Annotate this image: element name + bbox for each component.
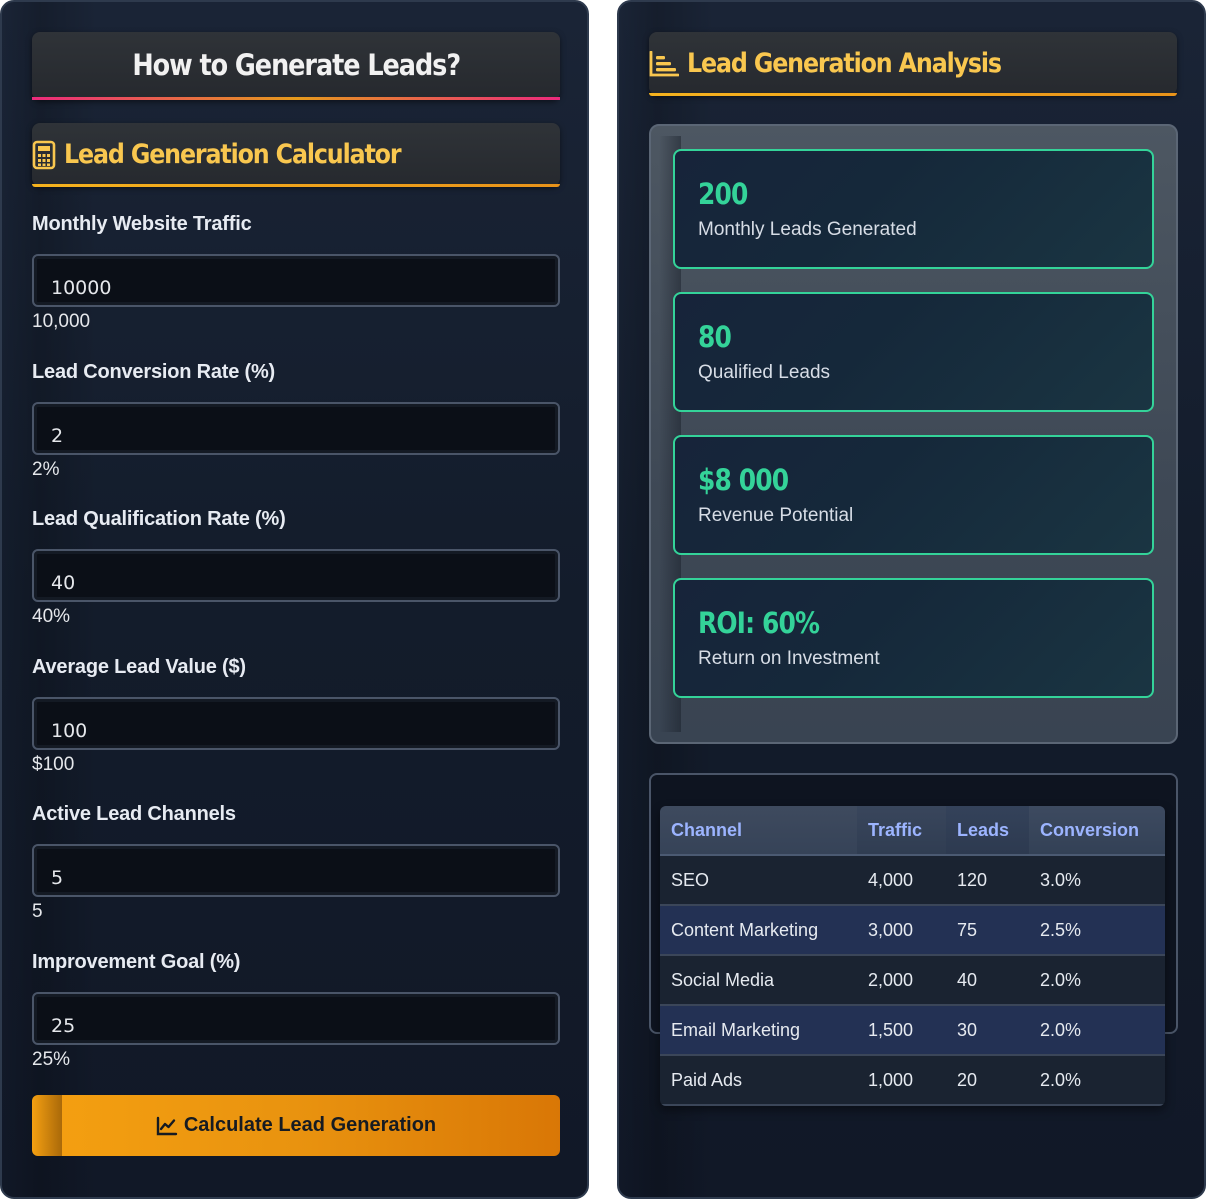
- cell-channel: Content Marketing: [660, 905, 857, 956]
- main-title-box: How to Generate Leads?: [32, 32, 560, 100]
- cell-conversion: 2.0%: [1029, 1005, 1165, 1056]
- channel-table: Channel Traffic Leads Conversion SEO 4,0…: [660, 806, 1165, 1106]
- monthly-leads-card: 200 Monthly Leads Generated: [673, 149, 1154, 269]
- table-header-row: Channel Traffic Leads Conversion: [660, 806, 1165, 856]
- results-container: 200 Monthly Leads Generated 80 Qualified…: [649, 124, 1178, 744]
- cell-leads: 75: [946, 905, 1029, 956]
- cell-traffic: 3,000: [857, 905, 946, 956]
- revenue-potential-card: $8 000 Revenue Potential: [673, 435, 1154, 555]
- cell-traffic: 1,500: [857, 1005, 946, 1056]
- revenue-potential-value: $8 000: [698, 463, 789, 497]
- calculator-title: Lead Generation Calculator: [64, 139, 402, 170]
- qualification-rate-label: Lead Qualification Rate (%): [32, 508, 286, 530]
- lead-value-field: Average Lead Value ($) $100: [32, 653, 560, 780]
- cell-leads: 120: [946, 855, 1029, 906]
- table-row: Content Marketing 3,000 75 2.5%: [660, 905, 1165, 956]
- improvement-goal-hint: 25%: [32, 1049, 71, 1070]
- channels-label: Active Lead Channels: [32, 803, 236, 825]
- calculator-panel: How to Generate Leads? Lead Generation C…: [0, 0, 589, 1199]
- table-row: Email Marketing 1,500 30 2.0%: [660, 1005, 1165, 1056]
- cell-leads: 40: [946, 955, 1029, 1006]
- lead-value-label: Average Lead Value ($): [32, 656, 246, 678]
- channels-hint: 5: [32, 901, 43, 922]
- analysis-title: Lead Generation Analysis: [687, 48, 1002, 79]
- analysis-panel: Lead Generation Analysis 200 Monthly Lea…: [617, 0, 1206, 1199]
- calculate-button[interactable]: Calculate Lead Generation: [32, 1095, 560, 1156]
- cell-conversion: 3.0%: [1029, 855, 1165, 906]
- cell-channel: Email Marketing: [660, 1005, 857, 1056]
- cell-conversion: 2.0%: [1029, 1055, 1165, 1106]
- qualified-leads-value: 80: [698, 320, 732, 354]
- improvement-goal-field: Improvement Goal (%) 25%: [32, 948, 560, 1075]
- cell-traffic: 1,000: [857, 1055, 946, 1106]
- qualified-leads-label: Qualified Leads: [698, 362, 831, 383]
- traffic-input[interactable]: [32, 254, 560, 307]
- cell-channel: SEO: [660, 855, 857, 906]
- cell-leads: 20: [946, 1055, 1029, 1106]
- improvement-goal-input[interactable]: [32, 992, 560, 1045]
- calculate-button-label: Calculate Lead Generation: [183, 1114, 437, 1136]
- table-row: Paid Ads 1,000 20 2.0%: [660, 1055, 1165, 1106]
- column-header-conversion: Conversion: [1029, 806, 1165, 856]
- cell-traffic: 2,000: [857, 955, 946, 1006]
- table-row: SEO 4,000 120 3.0%: [660, 855, 1165, 906]
- column-header-leads: Leads: [946, 806, 1029, 856]
- conversion-rate-field: Lead Conversion Rate (%) 2%: [32, 358, 560, 485]
- cell-conversion: 2.0%: [1029, 955, 1165, 1006]
- conversion-rate-input[interactable]: [32, 402, 560, 455]
- improvement-goal-label: Improvement Goal (%): [32, 951, 241, 973]
- monthly-leads-label: Monthly Leads Generated: [698, 219, 917, 240]
- cell-channel: Paid Ads: [660, 1055, 857, 1106]
- calculator-icon: [32, 140, 56, 170]
- conversion-rate-hint: 2%: [32, 459, 60, 480]
- cell-traffic: 4,000: [857, 855, 946, 906]
- lead-value-input[interactable]: [32, 697, 560, 750]
- roi-value: ROI: 60%: [698, 606, 820, 640]
- calculator-header: Lead Generation Calculator: [32, 123, 560, 187]
- qualification-rate-field: Lead Qualification Rate (%) 40%: [32, 505, 560, 632]
- cell-channel: Social Media: [660, 955, 857, 1006]
- cell-conversion: 2.5%: [1029, 905, 1165, 956]
- line-chart-icon: [156, 1116, 178, 1136]
- analysis-header: Lead Generation Analysis: [649, 32, 1177, 96]
- qualified-leads-card: 80 Qualified Leads: [673, 292, 1154, 412]
- traffic-field: Monthly Website Traffic 10,000: [32, 210, 560, 337]
- roi-card: ROI: 60% Return on Investment: [673, 578, 1154, 698]
- channels-field: Active Lead Channels 5: [32, 800, 560, 927]
- revenue-potential-label: Revenue Potential: [698, 505, 854, 526]
- qualification-rate-hint: 40%: [32, 606, 71, 627]
- column-header-traffic: Traffic: [857, 806, 946, 856]
- cell-leads: 30: [946, 1005, 1029, 1056]
- lead-value-hint: $100: [32, 754, 75, 775]
- column-header-channel: Channel: [660, 806, 857, 856]
- bar-chart-icon: [649, 50, 679, 77]
- traffic-label: Monthly Website Traffic: [32, 213, 252, 235]
- conversion-rate-label: Lead Conversion Rate (%): [32, 361, 276, 383]
- traffic-hint: 10,000: [32, 311, 91, 332]
- channels-input[interactable]: [32, 844, 560, 897]
- table-row: Social Media 2,000 40 2.0%: [660, 955, 1165, 1006]
- page-title: How to Generate Leads?: [132, 47, 461, 82]
- roi-label: Return on Investment: [698, 648, 880, 669]
- monthly-leads-value: 200: [698, 177, 748, 211]
- qualification-rate-input[interactable]: [32, 549, 560, 602]
